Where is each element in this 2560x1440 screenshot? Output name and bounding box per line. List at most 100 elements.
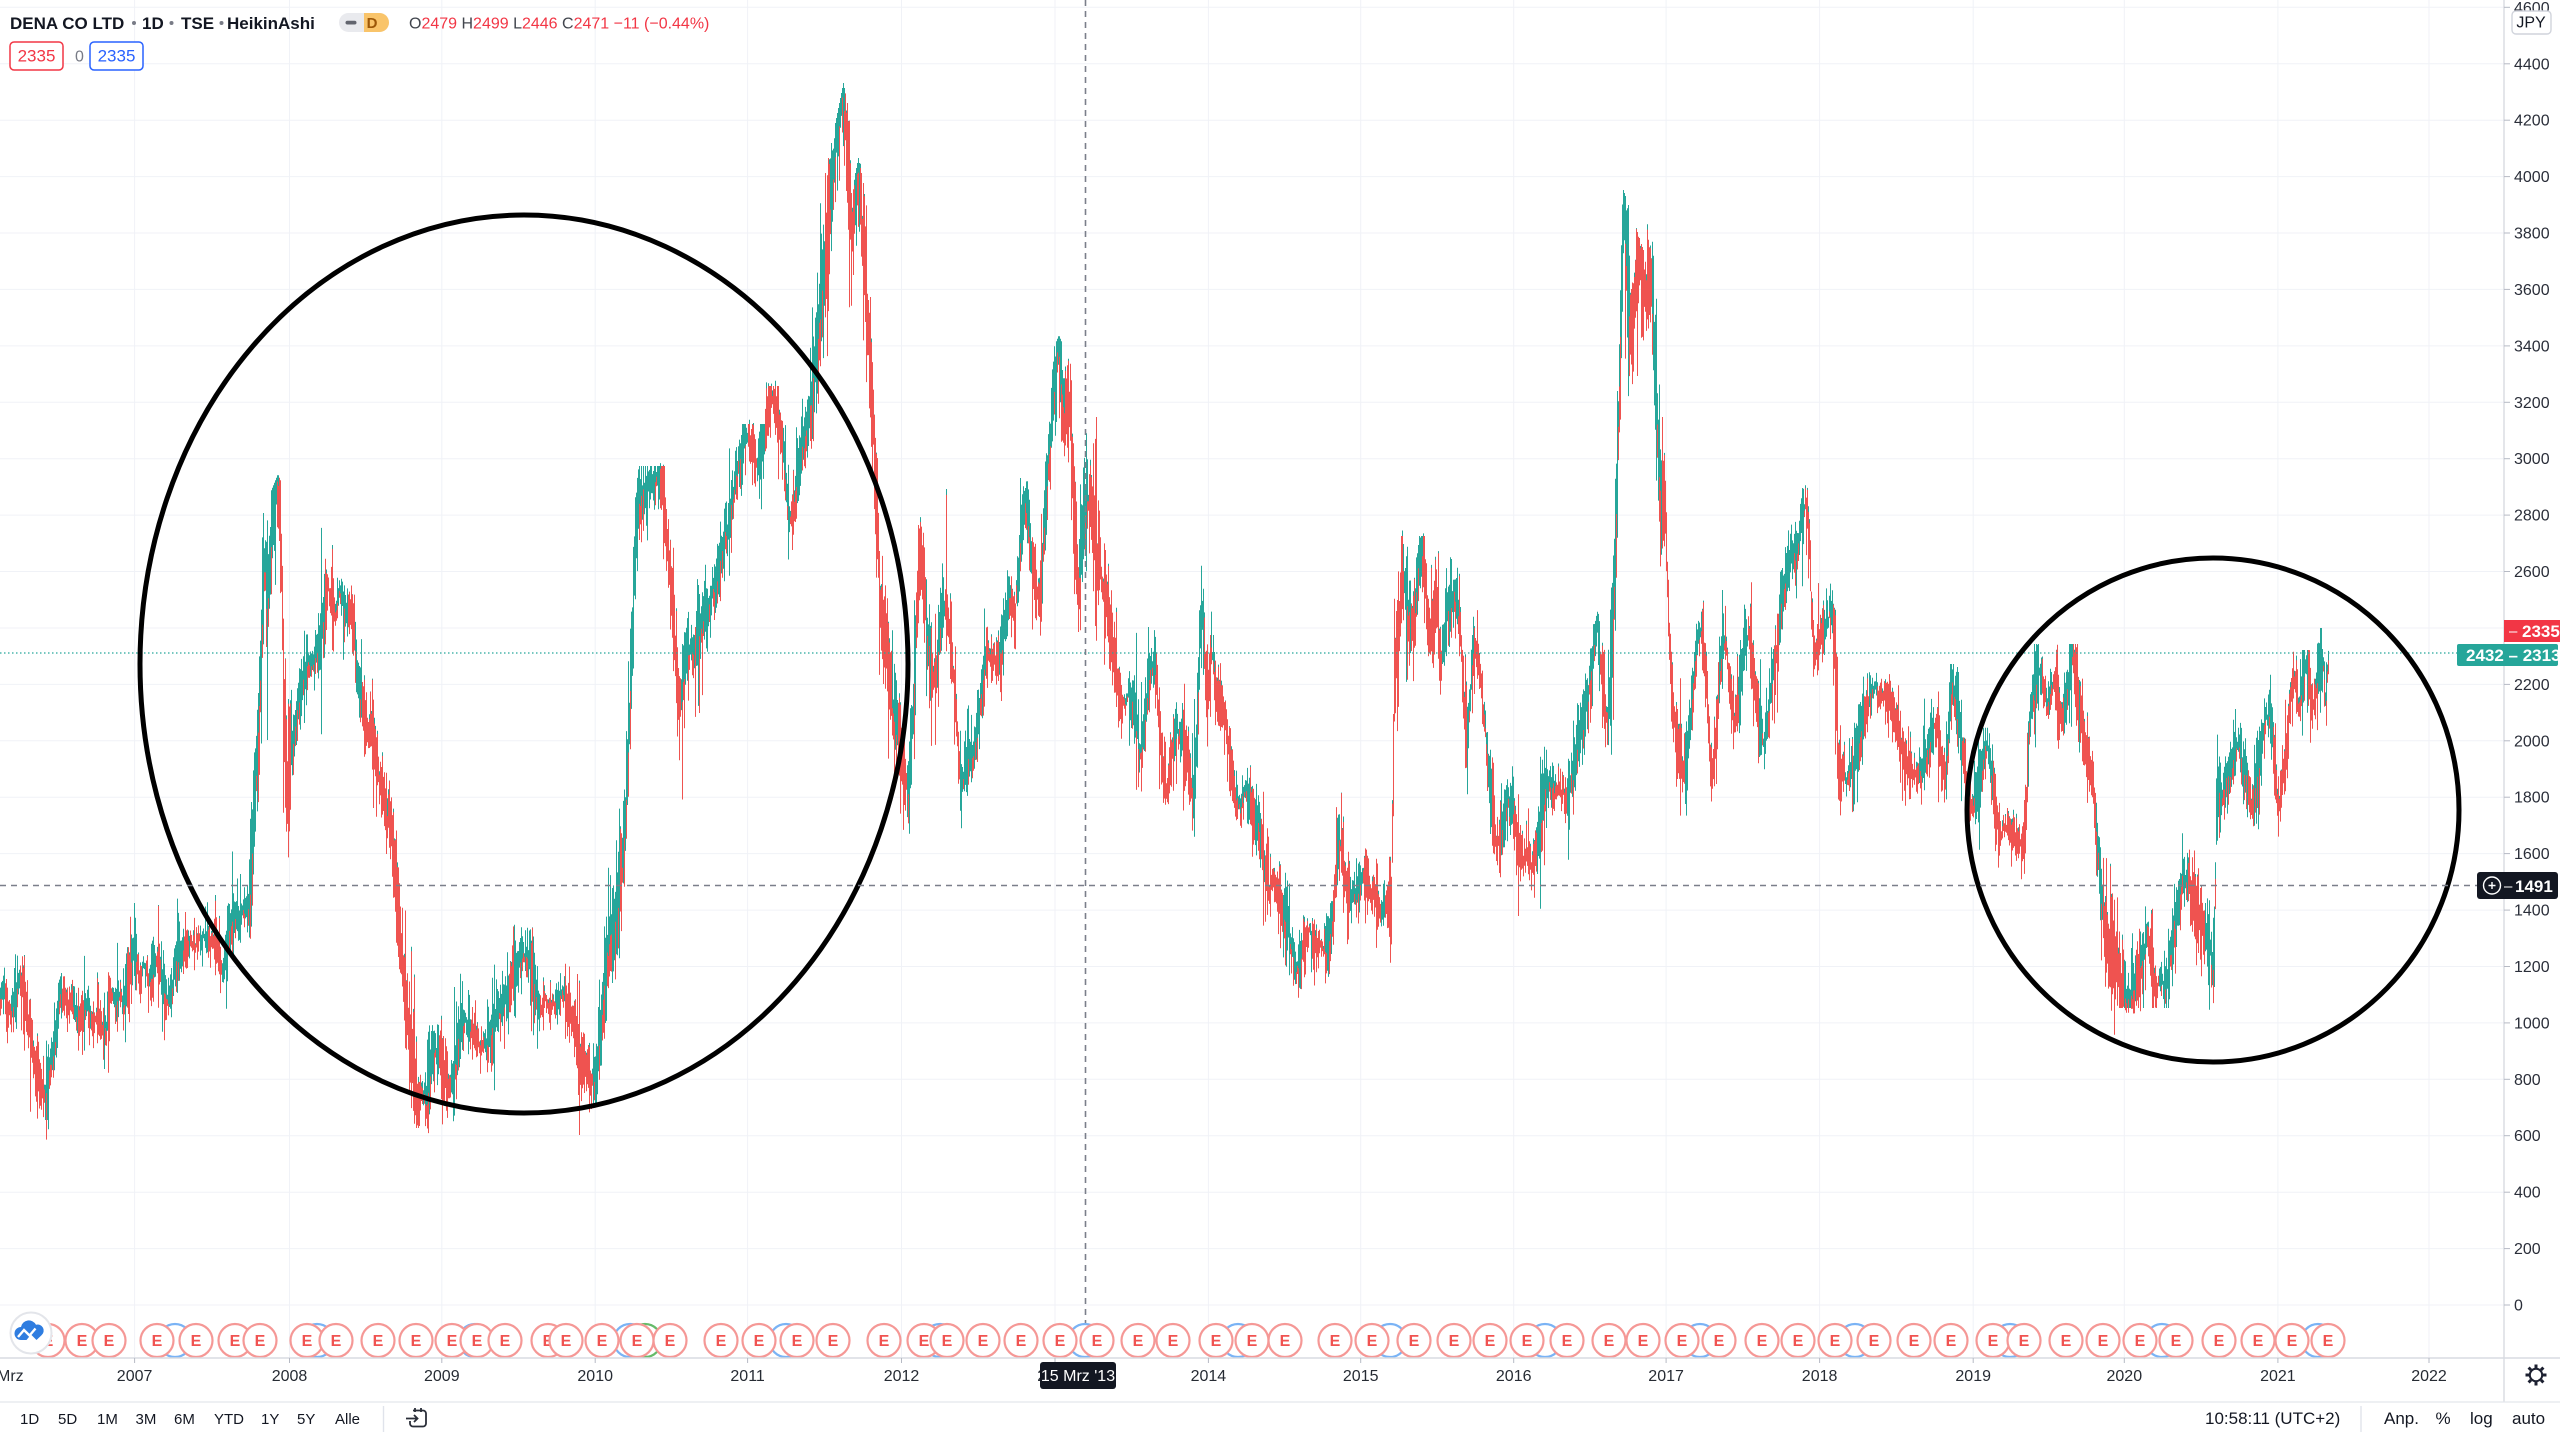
svg-text:2019: 2019 [1955,1368,1991,1385]
svg-text:–: – [2509,623,2518,640]
svg-text:E: E [1562,1333,1573,1350]
svg-text:2010: 2010 [577,1368,613,1385]
svg-text:auto: auto [2512,1409,2545,1428]
svg-text:E: E [561,1333,572,1350]
svg-text:1M: 1M [97,1411,118,1428]
svg-text:3M: 3M [136,1411,157,1428]
svg-text:800: 800 [2514,1072,2541,1089]
svg-text:400: 400 [2514,1185,2541,1202]
svg-text:5Y: 5Y [297,1411,315,1428]
svg-text:1000: 1000 [2514,1015,2550,1032]
svg-text:E: E [1016,1333,1027,1350]
svg-text:E: E [1830,1333,1841,1350]
svg-text:2021: 2021 [2260,1368,2296,1385]
svg-text:0: 0 [75,49,84,66]
svg-text:E: E [942,1333,953,1350]
svg-text:1200: 1200 [2514,959,2550,976]
svg-text:E: E [1677,1333,1688,1350]
svg-text:E: E [411,1333,422,1350]
svg-text:E: E [665,1333,676,1350]
svg-text:3600: 3600 [2514,282,2550,299]
svg-text:0: 0 [2514,1298,2523,1315]
svg-text:E: E [792,1333,803,1350]
svg-text:E: E [2098,1333,2109,1350]
svg-text:1800: 1800 [2514,790,2550,807]
svg-text:200: 200 [2514,1241,2541,1258]
svg-text:3200: 3200 [2514,395,2550,412]
svg-text:E: E [597,1333,608,1350]
svg-text:E: E [2287,1333,2298,1350]
svg-text:Alle: Alle [335,1411,360,1428]
svg-text:3400: 3400 [2514,338,2550,355]
svg-text:E: E [1946,1333,1957,1350]
svg-text:E: E [77,1333,88,1350]
svg-text:Anp.: Anp. [2384,1409,2419,1428]
svg-text:2015: 2015 [1343,1368,1379,1385]
svg-text:E: E [1449,1333,1460,1350]
svg-text:3800: 3800 [2514,226,2550,243]
svg-text:E: E [1869,1333,1880,1350]
svg-text:E: E [1092,1333,1103,1350]
svg-text:E: E [1522,1333,1533,1350]
svg-text:E: E [1714,1333,1725,1350]
svg-text:Mrz: Mrz [0,1368,24,1385]
svg-text:600: 600 [2514,1128,2541,1145]
svg-text:E: E [230,1333,241,1350]
svg-text:2335: 2335 [98,47,136,66]
svg-text:E: E [632,1333,643,1350]
svg-text:E: E [1757,1333,1768,1350]
svg-text:–: – [2504,878,2513,895]
svg-text:2011: 2011 [730,1368,765,1385]
svg-text:E: E [1280,1333,1291,1350]
svg-text:E: E [2214,1333,2225,1350]
svg-text:2017: 2017 [1648,1368,1684,1385]
svg-text:E: E [2171,1333,2182,1350]
svg-text:4000: 4000 [2514,169,2550,186]
svg-text:E: E [879,1333,890,1350]
svg-text:E: E [2019,1333,2030,1350]
svg-text:10:58:11 (UTC+2): 10:58:11 (UTC+2) [2205,1409,2340,1428]
svg-text:E: E [2253,1333,2264,1350]
svg-text:E: E [716,1333,727,1350]
svg-text:O2479 H2499 L2446 C2471 −11 (−: O2479 H2499 L2446 C2471 −11 (−0.44%) [409,16,709,33]
svg-text:1D: 1D [20,1411,39,1428]
svg-text:E: E [1133,1333,1144,1350]
svg-text:E: E [978,1333,989,1350]
svg-text:1600: 1600 [2514,846,2550,863]
svg-text:%: % [2436,1409,2451,1428]
svg-text:E: E [191,1333,202,1350]
svg-text:E: E [1909,1333,1920,1350]
svg-text:E: E [255,1333,266,1350]
svg-text:E: E [2061,1333,2072,1350]
svg-text:4400: 4400 [2514,56,2550,73]
svg-text:TSE: TSE [181,14,214,33]
svg-text:15 Mrz '13: 15 Mrz '13 [1041,1368,1115,1385]
svg-text:E: E [1485,1333,1496,1350]
svg-text:E: E [1168,1333,1179,1350]
svg-text:E: E [919,1333,930,1350]
svg-text:HeikinAshi: HeikinAshi [227,14,315,33]
svg-text:1400: 1400 [2514,903,2550,920]
svg-text:E: E [302,1333,313,1350]
svg-text:E: E [331,1333,342,1350]
svg-text:2800: 2800 [2514,508,2550,525]
svg-text:1491: 1491 [2515,877,2553,896]
svg-text:2335: 2335 [2522,622,2560,641]
svg-text:2007: 2007 [117,1368,153,1385]
svg-text:E: E [1604,1333,1615,1350]
svg-text:1Y: 1Y [261,1411,279,1428]
svg-text:E: E [2323,1333,2334,1350]
svg-text:3000: 3000 [2514,451,2550,468]
svg-text:5D: 5D [58,1411,77,1428]
svg-text:E: E [1211,1333,1222,1350]
svg-text:DENA CO LTD: DENA CO LTD [10,14,124,33]
svg-text:E: E [1793,1333,1804,1350]
svg-text:E: E [500,1333,511,1350]
svg-text:E: E [152,1333,163,1350]
svg-text:2012: 2012 [884,1368,920,1385]
svg-text:E: E [1367,1333,1378,1350]
svg-text:E: E [373,1333,384,1350]
svg-text:2020: 2020 [2107,1368,2143,1385]
svg-text:E: E [1638,1333,1649,1350]
svg-text:2600: 2600 [2514,564,2550,581]
